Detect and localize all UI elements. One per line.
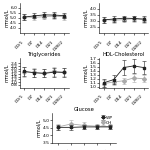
Title: Glucose: Glucose [74, 107, 94, 112]
Title: HDL-Cholesterol: HDL-Cholesterol [103, 52, 145, 57]
Y-axis label: mmol/L: mmol/L [4, 9, 9, 27]
Y-axis label: mmol/L: mmol/L [83, 63, 88, 82]
Legend: WP, CH: WP, CH [100, 115, 114, 126]
Y-axis label: mmol/L: mmol/L [4, 63, 9, 82]
Y-axis label: mmol/L: mmol/L [36, 118, 41, 137]
Title: Triglycerides: Triglycerides [28, 52, 61, 57]
Y-axis label: mmol/L: mmol/L [83, 9, 88, 27]
